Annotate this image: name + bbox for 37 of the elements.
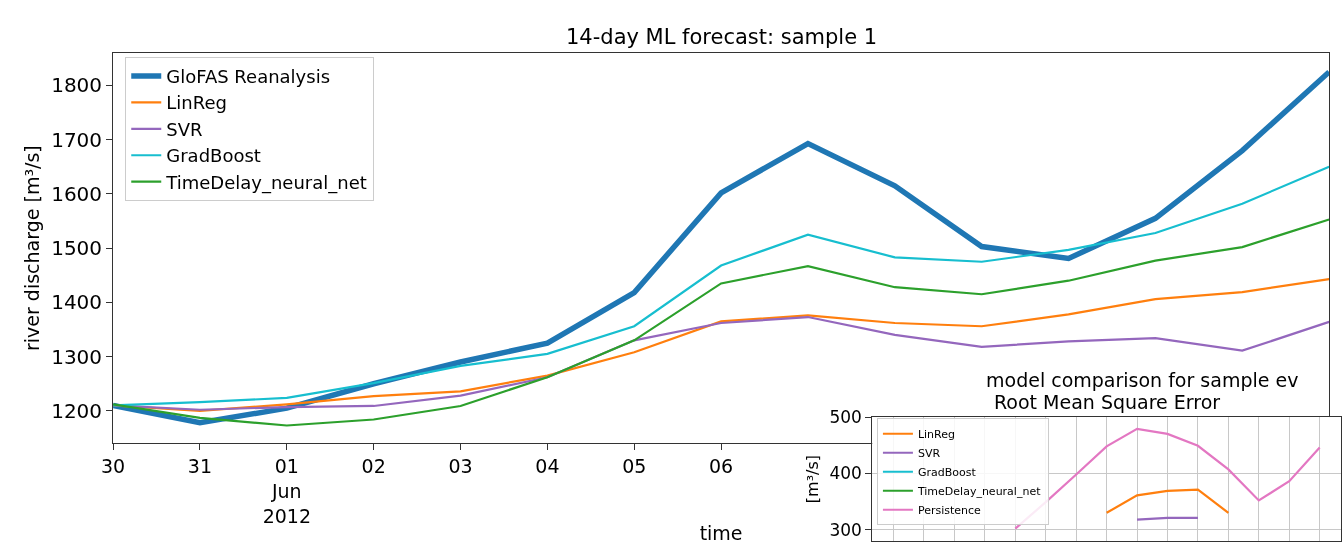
- legend-label: GradBoost: [166, 145, 261, 167]
- x-tick-label: 06: [709, 455, 734, 478]
- legend-label: TimeDelay_neural_net: [165, 171, 367, 194]
- x-tick-label: 30: [100, 455, 126, 478]
- y-axis-title: river discharge [m³/s]: [21, 145, 44, 352]
- y-tick-label: 400: [829, 463, 862, 484]
- legend-label: LinReg: [166, 92, 227, 114]
- x-tick-label: 31: [187, 455, 213, 478]
- y-tick-label: 300: [829, 519, 862, 540]
- chart-subtitle: model comparison for sample ev: [986, 369, 1299, 391]
- line-series: [1105, 488, 1230, 514]
- y-tick-label: 1600: [51, 181, 103, 206]
- x-tick-label: 03: [448, 455, 473, 478]
- x-tick-label: 02: [361, 455, 386, 478]
- x-tick-label: 05: [622, 455, 647, 478]
- legend-label: TimeDelay_neural_net: [916, 485, 1042, 499]
- x-axis-title: time: [699, 522, 743, 544]
- chart-title: Root Mean Square Error: [994, 391, 1221, 413]
- y-tick-label: 1300: [51, 344, 103, 369]
- y-tick-label: 1700: [51, 127, 103, 152]
- legend-label: SVR: [166, 118, 203, 140]
- legend-label: Persistence: [917, 504, 982, 518]
- y-tick-label: 1400: [51, 290, 103, 315]
- y-tick-label: 1200: [51, 398, 103, 423]
- legend-label: GloFAS Reanalysis: [166, 66, 331, 88]
- line-series: [113, 315, 1330, 411]
- legend-label: LinReg: [917, 428, 955, 442]
- x-tick-label: 01 Jun 2012: [262, 455, 311, 527]
- y-tick-label: 1500: [51, 236, 103, 261]
- y-tick-label: 500: [829, 406, 862, 427]
- line-series: [113, 218, 1330, 427]
- legend-label: GradBoost: [917, 466, 977, 480]
- y-tick-label: 1800: [51, 73, 103, 98]
- x-tick-label: 04: [535, 455, 560, 478]
- chart-title: 14-day ML forecast: sample 1: [566, 25, 878, 49]
- y-axis-title: [m³/s]: [803, 454, 823, 504]
- legend-label: SVR: [917, 447, 941, 461]
